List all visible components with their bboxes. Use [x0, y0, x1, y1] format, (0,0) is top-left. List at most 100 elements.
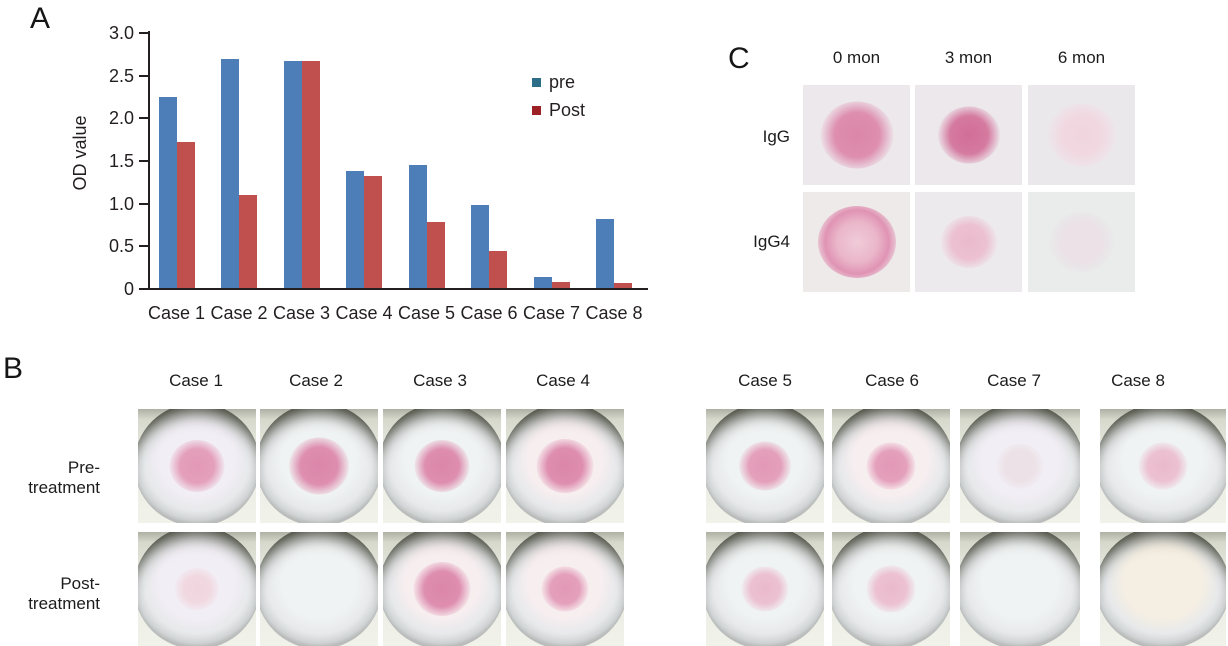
y-axis-tick-label: 0.5	[108, 236, 134, 257]
blot-spot	[1049, 212, 1114, 272]
bar-post-case-5	[426, 222, 445, 289]
panel-b-label: B	[3, 352, 24, 385]
blot-spot	[996, 443, 1044, 489]
panel-b-header-case-4: Case 4	[536, 371, 590, 390]
blot-spot	[536, 439, 594, 493]
x-axis-label-case-2: Case 2	[210, 303, 268, 323]
blot-spot	[1047, 103, 1116, 167]
blot-spot	[289, 437, 349, 495]
x-axis-label-case-6: Case 6	[460, 303, 518, 323]
y-axis-tick	[139, 160, 148, 162]
x-axis-label-case-3: Case 3	[272, 303, 331, 323]
panel-b-header-case-5: Case 5	[738, 371, 792, 390]
blot-spot	[937, 106, 1000, 164]
well-image-post-treatment-case-8	[1100, 532, 1226, 646]
blot-spot	[940, 216, 997, 268]
blot-spot	[866, 565, 916, 613]
y-axis-title: OD value	[70, 115, 90, 191]
panel-c-row-label-igg4: IgG4	[753, 232, 790, 251]
x-axis-label-case-4: Case 4	[335, 303, 393, 323]
membrane-image-igg-6-mon	[1028, 85, 1135, 185]
panel-c-header-3mon: 3 mon	[944, 48, 993, 67]
panel-b-row-label-post: Post-treatment	[28, 574, 100, 613]
y-axis-tick-label: 1.0	[108, 193, 134, 214]
blot-spot	[175, 568, 219, 610]
x-axis-label-case-8: Case 8	[585, 303, 643, 323]
legend-label-pre: pre	[549, 71, 576, 92]
y-axis-tick-label: 0	[123, 279, 134, 299]
bar-pre-case-6	[471, 205, 489, 289]
blot-spot	[741, 566, 789, 612]
y-axis-tick-label: 3.0	[108, 23, 134, 43]
blot-spot	[413, 562, 471, 616]
well-image-pre-treatment-case-8	[1100, 409, 1226, 523]
well-image-post-treatment-case-4	[506, 532, 624, 646]
panel-b-header-case-2: Case 2	[289, 371, 343, 390]
x-axis-label-case-5: Case 5	[397, 303, 456, 323]
panel-b-row-label-pre: Pre-treatment	[28, 458, 100, 497]
panel-b-header-case-7: Case 7	[987, 371, 1041, 390]
panel-c-label: C	[728, 42, 750, 75]
y-axis-tick-label: 2.5	[108, 65, 134, 86]
bar-pre-case-5	[408, 165, 427, 289]
blot-spot	[1138, 442, 1188, 490]
panel-b-header-case-1: Case 1	[169, 371, 223, 390]
x-axis-line	[148, 288, 648, 290]
panel-c-header-0mon: 0 mon	[832, 48, 881, 67]
panel-c-row-label-igg: IgG	[762, 127, 790, 146]
blot-spot	[820, 101, 893, 169]
legend-marker-post	[532, 105, 541, 115]
y-axis-tick	[139, 74, 148, 77]
bar-post-case-4	[364, 176, 382, 289]
y-axis-tick-label: 1.5	[108, 151, 134, 171]
blot-spot	[414, 440, 470, 492]
membrane-image-igg-0-mon	[803, 85, 910, 185]
y-axis-tick-label: 2.0	[108, 108, 134, 129]
well-image-post-treatment-case-2	[260, 532, 378, 646]
x-axis-label-case-1: Case 1	[147, 303, 206, 323]
blot-spot	[541, 566, 589, 612]
legend-marker-pre	[532, 77, 541, 87]
blot-spot	[817, 206, 896, 278]
chart-legend: pre Post	[532, 72, 585, 120]
bar-pre-case-4	[346, 171, 364, 289]
membrane-image-igg4-6-mon	[1028, 192, 1135, 292]
x-axis-label-case-7: Case 7	[522, 303, 581, 323]
bar-post-case-2	[239, 195, 257, 289]
panel-c-header-6mon: 6 mon	[1057, 48, 1106, 67]
well-image-pre-treatment-case-1	[138, 409, 256, 523]
well-image-post-treatment-case-5	[706, 532, 824, 646]
bar-pre-case-3	[283, 61, 302, 289]
y-axis-tick	[139, 32, 148, 34]
y-axis-line	[148, 31, 150, 290]
bar-pre-case-8	[596, 219, 614, 289]
panel-b-header-case-3: Case 3	[413, 371, 467, 390]
legend-label-post: Post	[549, 99, 586, 120]
bar-post-case-6	[489, 251, 507, 289]
well-image-post-treatment-case-6	[832, 532, 950, 646]
well-image-post-treatment-case-7	[960, 532, 1080, 646]
well-image-pre-treatment-case-3	[383, 409, 501, 523]
blot-spot	[739, 441, 791, 491]
bar-post-case-3	[301, 61, 320, 289]
blot-spot	[866, 442, 916, 490]
membrane-image-igg-3-mon	[915, 85, 1022, 185]
well-image-pre-treatment-case-2	[260, 409, 378, 523]
blot-spot	[169, 440, 225, 492]
legend-item-pre: pre	[532, 72, 585, 92]
legend-item-post: Post	[532, 100, 585, 120]
y-axis-tick	[139, 288, 148, 290]
y-axis-tick	[139, 117, 148, 120]
od-bar-chart: OD value 3.0 2.5 2.0 1.5 1.0 0.5 0 Case 1 Case 2…	[0, 0, 660, 340]
bar-post-case-1	[176, 142, 195, 289]
bar-pre-case-7	[533, 277, 552, 289]
bar-pre-case-1	[158, 97, 177, 289]
well-image-post-treatment-case-1	[138, 532, 256, 646]
panel-b-header-case-6: Case 6	[865, 371, 919, 390]
well-image-pre-treatment-case-7	[960, 409, 1080, 523]
well-image-pre-treatment-case-5	[706, 409, 824, 523]
membrane-image-igg4-0-mon	[803, 192, 910, 292]
well	[1100, 532, 1226, 646]
panel-a-label: A	[30, 2, 51, 35]
